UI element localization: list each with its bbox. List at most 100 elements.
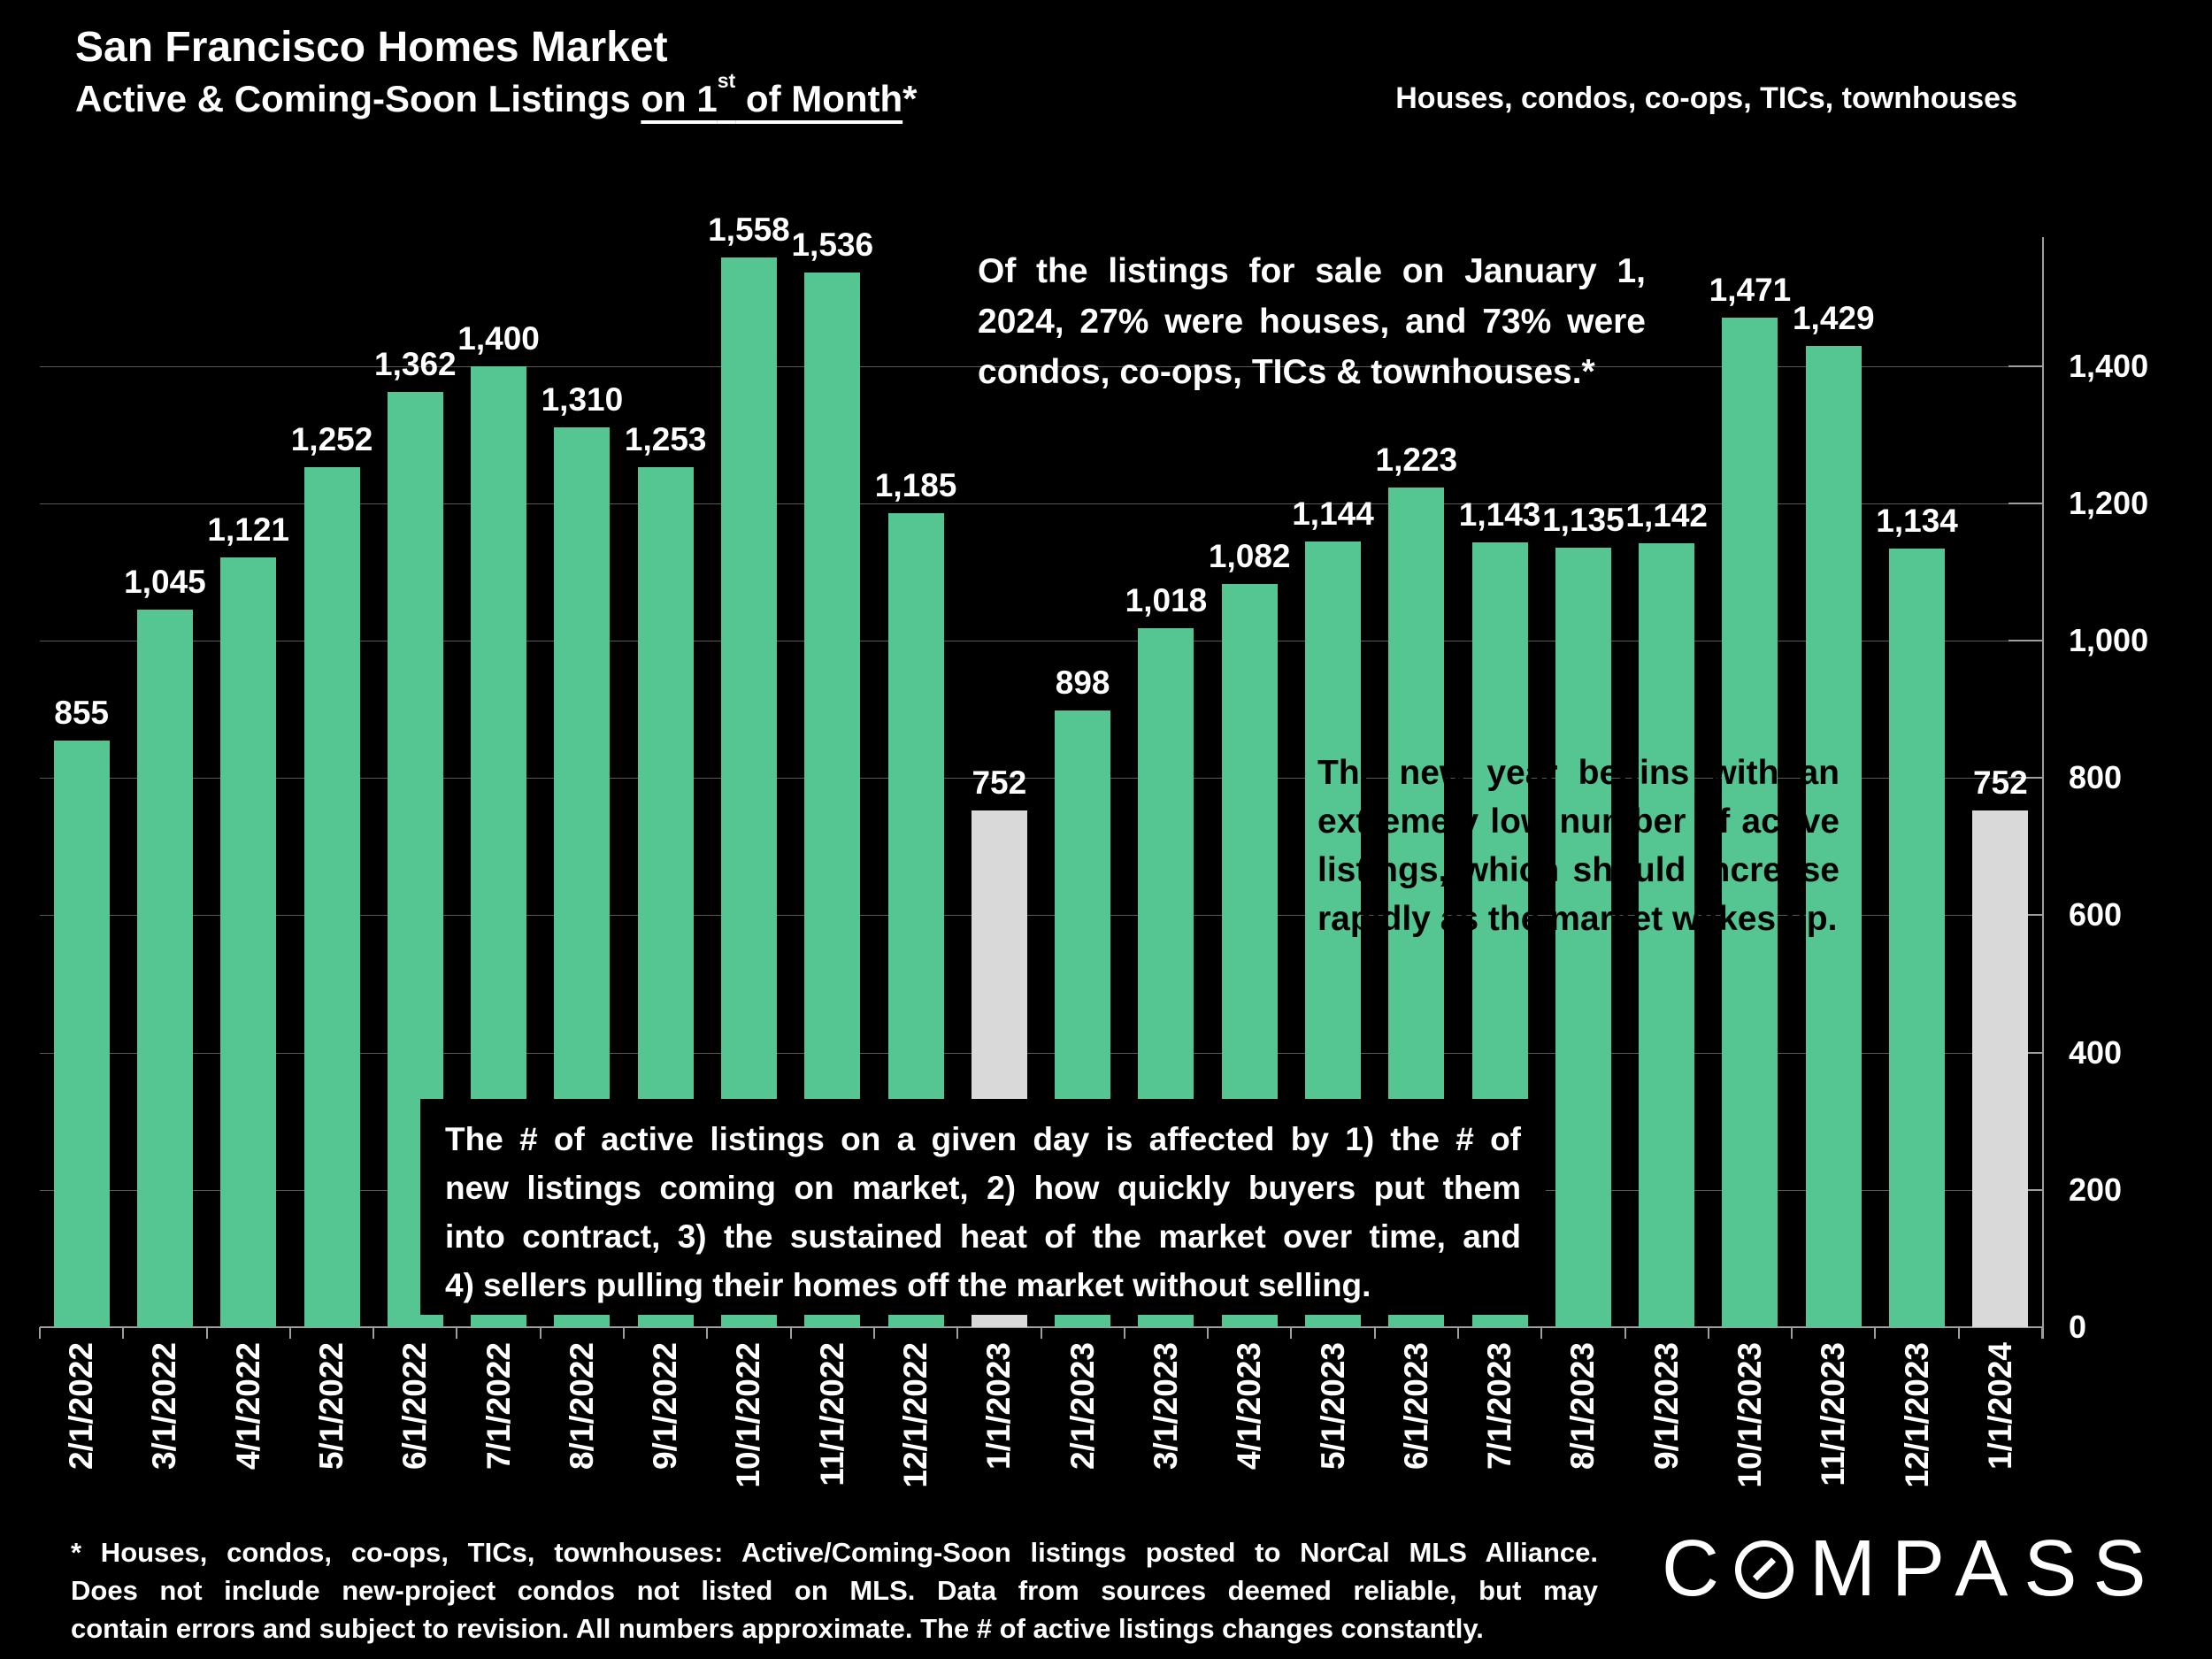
value-label-4/1/2023: 1,082: [1208, 538, 1291, 575]
y-tick-0: [2008, 1326, 2042, 1328]
x-tick-9: [789, 1327, 792, 1339]
logo-letters-mpass: MPASS: [1809, 1525, 2162, 1613]
y-axis-label-600: 600: [2069, 896, 2123, 933]
x-tick-10: [872, 1327, 875, 1339]
annotation-houses-share: Of the listings for sale on January 1, 20…: [978, 246, 1646, 397]
bar-11/1/2023: [1805, 346, 1862, 1327]
text-line: 4) sellers pulling their homes off the m…: [445, 1267, 1371, 1303]
subtitle-asterisk: *: [902, 78, 918, 119]
y-tick-800: [2008, 777, 2042, 780]
text-line: The new year begins with an: [1317, 754, 1839, 792]
value-label-10/1/2023: 1,471: [1709, 271, 1792, 308]
x-tick-2: [205, 1327, 208, 1339]
bar-1/1/2024: [1972, 810, 2029, 1327]
value-label-6/1/2023: 1,223: [1375, 441, 1458, 478]
value-label-3/1/2023: 1,018: [1125, 582, 1208, 619]
bar-4/1/2022: [220, 557, 277, 1327]
x-tick-16: [1373, 1327, 1376, 1339]
x-axis-label-3/1/2022: 3/1/2022: [146, 1342, 183, 1471]
x-axis-label-2/1/2022: 2/1/2022: [63, 1342, 100, 1471]
x-axis-label-5/1/2023: 5/1/2023: [1314, 1342, 1351, 1471]
y-axis-label-0: 0: [2069, 1309, 2087, 1345]
compass-logo: C MPASS: [1662, 1524, 2162, 1615]
annotation-listing-factors: The # of active listings on a given day …: [420, 1099, 1546, 1315]
text-line: new listings coming on market, 2) how qu…: [445, 1170, 1521, 1206]
y-axis-label-200: 200: [2069, 1171, 2123, 1208]
x-axis-label-11/1/2022: 11/1/2022: [813, 1342, 850, 1486]
x-axis-label-7/1/2022: 7/1/2022: [480, 1342, 517, 1471]
x-tick-4: [373, 1327, 375, 1339]
x-tick-3: [288, 1327, 291, 1339]
value-label-12/1/2022: 1,185: [874, 467, 957, 504]
x-tick-21: [1791, 1327, 1793, 1339]
subtitle-underlined-end: of Month: [735, 78, 903, 119]
value-label-9/1/2023: 1,142: [1625, 496, 1708, 534]
value-label-11/1/2022: 1,536: [791, 227, 874, 264]
value-label-8/1/2023: 1,135: [1542, 502, 1624, 539]
value-label-8/1/2022: 1,310: [541, 381, 624, 419]
gridline-800: [40, 778, 2042, 780]
y-axis-label-400: 400: [2069, 1033, 2123, 1071]
x-axis-label-12/1/2022: 12/1/2022: [897, 1342, 934, 1488]
text-line: extremely low number of active: [1317, 803, 1839, 841]
gridline-1200: [40, 503, 2042, 504]
x-tick-1: [122, 1327, 125, 1339]
x-tick-14: [1207, 1327, 1210, 1339]
x-axis-label-8/1/2023: 8/1/2023: [1564, 1342, 1601, 1471]
x-tick-5: [456, 1327, 458, 1339]
y-tick-1400: [2008, 365, 2042, 367]
x-tick-12: [1040, 1327, 1042, 1339]
subtitle-underlined: on 1st of Month: [641, 69, 903, 119]
gridline-1400: [40, 365, 2042, 367]
value-label-5/1/2023: 1,144: [1292, 495, 1374, 533]
value-label-12/1/2023: 1,134: [1876, 503, 1958, 540]
text-line: The # of active listings on a given day …: [445, 1121, 1521, 1157]
x-tick-0: [39, 1327, 41, 1339]
y-axis-label-1000: 1,000: [2069, 622, 2149, 658]
bar-8/1/2023: [1555, 548, 1611, 1327]
text-line: listings, which should increase: [1317, 851, 1839, 889]
y-tick-1200: [2008, 502, 2042, 504]
property-types-note: Houses, condos, co-ops, TICs, townhouses: [1395, 81, 2017, 115]
x-tick-22: [1874, 1327, 1877, 1339]
text-line: Of the listings for sale on January 1,: [978, 252, 1646, 290]
x-tick-8: [706, 1327, 709, 1339]
x-tick-15: [1290, 1327, 1293, 1339]
x-axis-label-8/1/2022: 8/1/2022: [563, 1342, 600, 1471]
page-title: San Francisco Homes Market: [75, 24, 668, 71]
bar-10/1/2023: [1722, 317, 1778, 1327]
subtitle-underlined-start: on 1: [641, 78, 718, 119]
value-label-1/1/2023: 752: [972, 764, 1027, 802]
text-line: 2024, 27% were houses, and 73% were: [978, 303, 1646, 341]
logo-letter-c: C: [1662, 1525, 1735, 1613]
y-axis-label-1200: 1,200: [2069, 484, 2149, 521]
bar-9/1/2023: [1639, 542, 1695, 1327]
x-axis-label-7/1/2023: 7/1/2023: [1481, 1342, 1518, 1471]
text-line: Does not include new-project condos not …: [71, 1575, 1598, 1606]
text-line: contain errors and subject to revision. …: [71, 1613, 1484, 1644]
x-tick-18: [1540, 1327, 1543, 1339]
bar-3/1/2022: [136, 610, 193, 1327]
subtitle-plain: Active & Coming-Soon Listings: [75, 78, 641, 119]
gridline-600: [40, 915, 2042, 917]
x-axis-label-6/1/2022: 6/1/2022: [396, 1342, 434, 1471]
x-tick-23: [1957, 1327, 1960, 1339]
x-tick-17: [1456, 1327, 1459, 1339]
x-tick-6: [539, 1327, 541, 1339]
value-label-11/1/2023: 1,429: [1792, 300, 1875, 337]
text-line: * Houses, condos, co-ops, TICs, townhous…: [71, 1537, 1598, 1568]
value-label-4/1/2022: 1,121: [207, 511, 290, 549]
x-tick-11: [956, 1327, 959, 1339]
x-axis-label-1/1/2023: 1/1/2023: [980, 1342, 1018, 1471]
value-label-10/1/2022: 1,558: [708, 211, 790, 248]
text-line: into contract, 3) the sustained heat of …: [445, 1218, 1521, 1255]
y-axis-label-1400: 1,400: [2069, 347, 2149, 384]
x-axis-label-4/1/2022: 4/1/2022: [229, 1342, 266, 1471]
y-tick-1000: [2008, 640, 2042, 641]
value-label-7/1/2022: 1,400: [457, 319, 540, 357]
value-label-9/1/2022: 1,253: [624, 420, 707, 457]
compass-needle-icon: [1752, 1557, 1777, 1581]
x-tick-19: [1624, 1327, 1626, 1339]
bar-2/1/2022: [53, 740, 110, 1327]
chart-subtitle: Active & Coming-Soon Listings on 1st of …: [75, 69, 918, 120]
